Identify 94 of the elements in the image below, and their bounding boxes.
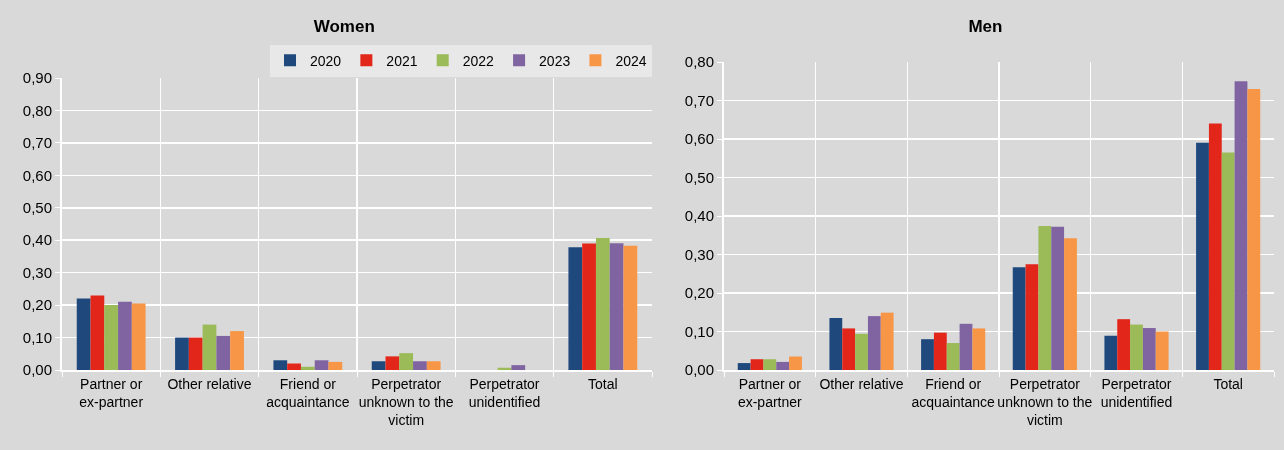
bar [399, 353, 414, 370]
bar [921, 339, 934, 370]
x-tick-label: Perpetrator unidentified [468, 375, 541, 410]
y-tick-label: 0,10 [684, 322, 714, 340]
bar [118, 301, 132, 370]
bar [880, 312, 894, 370]
bar [829, 318, 843, 370]
bar [1234, 81, 1248, 370]
x-tick-label: Partner or ex-partner [737, 375, 803, 410]
x-tick-label: Total [1213, 375, 1243, 392]
y-tick-label: 0,00 [684, 361, 714, 379]
y-tick-label: 0,20 [684, 284, 714, 302]
bar [959, 323, 973, 370]
bar [1038, 226, 1052, 370]
bar [1221, 152, 1235, 370]
y-tick-label: 0,80 [684, 53, 714, 71]
bar [867, 316, 881, 370]
y-tick-label: 0,40 [22, 231, 52, 249]
bar [314, 360, 329, 370]
bar [776, 361, 790, 370]
y-tick-label: 0,60 [22, 166, 52, 184]
bar [972, 328, 986, 370]
x-tick-label: Other relative [167, 375, 252, 392]
legend-label: 2022 [462, 52, 495, 69]
x-tick-label: Perpetrator unidentified [1100, 375, 1173, 410]
bar [1208, 123, 1222, 370]
bar [131, 303, 146, 370]
legend-label: 2021 [386, 52, 418, 69]
y-tick-label: 0,00 [22, 361, 52, 379]
bar [763, 359, 777, 370]
y-tick-label: 0,70 [22, 134, 52, 152]
bar [842, 328, 856, 370]
legend-label: 2024 [615, 52, 647, 69]
y-tick-label: 0,90 [22, 69, 52, 87]
bar [595, 237, 610, 370]
bar [1247, 88, 1261, 370]
bar [328, 361, 343, 370]
bar [216, 335, 231, 370]
bar [946, 343, 960, 370]
x-tick-label: Total [588, 375, 618, 392]
bar [933, 332, 947, 370]
x-tick-label: Friend or acquaintance [911, 375, 996, 410]
bar [188, 337, 203, 370]
x-tick-label: Other relative [819, 375, 904, 392]
bar [1142, 328, 1156, 370]
bar [1025, 264, 1039, 370]
bar [1064, 238, 1077, 370]
chart-title: Women [313, 17, 375, 37]
bar [582, 243, 596, 370]
bar [104, 305, 119, 370]
bar [1051, 226, 1065, 370]
bar [202, 324, 217, 370]
bar [1012, 267, 1026, 370]
bar [1155, 331, 1169, 370]
bar [737, 363, 751, 370]
legend-label: 2023 [539, 52, 571, 69]
y-tick-label: 0,10 [22, 328, 52, 346]
legend-label: 2020 [310, 52, 342, 69]
y-tick-label: 0,50 [22, 199, 52, 217]
bar [609, 243, 624, 370]
bar [287, 363, 301, 370]
bar [1117, 319, 1131, 370]
y-tick-label: 0,60 [684, 130, 714, 148]
bar [300, 366, 315, 370]
y-tick-label: 0,70 [684, 91, 714, 109]
y-tick-label: 0,20 [22, 296, 52, 314]
bar [1130, 324, 1143, 370]
chart-title: Men [968, 17, 1003, 37]
y-tick-label: 0,30 [684, 245, 714, 263]
bar [623, 245, 638, 370]
bar [1104, 335, 1118, 370]
bar [511, 365, 526, 370]
y-tick-label: 0,40 [684, 207, 714, 225]
bar [750, 359, 764, 370]
x-tick-label: Partner or ex-partner [79, 375, 144, 410]
y-tick-label: 0,80 [22, 101, 52, 119]
y-tick-label: 0,30 [22, 263, 52, 281]
bar [426, 361, 441, 370]
y-tick-label: 0,50 [684, 168, 714, 186]
bar [789, 356, 802, 370]
x-tick-label: Perpetrator unknown to the victim [358, 375, 454, 429]
bar [385, 356, 400, 370]
bar [855, 333, 868, 370]
bar [90, 295, 105, 370]
bar [175, 337, 189, 370]
bar [76, 298, 91, 370]
bar [273, 360, 288, 370]
bar [371, 361, 386, 370]
bar [568, 247, 583, 370]
bar [230, 331, 244, 370]
bar [413, 361, 427, 370]
x-tick-label: Perpetrator unknown to the victim [997, 375, 1093, 429]
bar [1196, 142, 1209, 370]
x-tick-label: Friend or acquaintance [266, 375, 350, 410]
